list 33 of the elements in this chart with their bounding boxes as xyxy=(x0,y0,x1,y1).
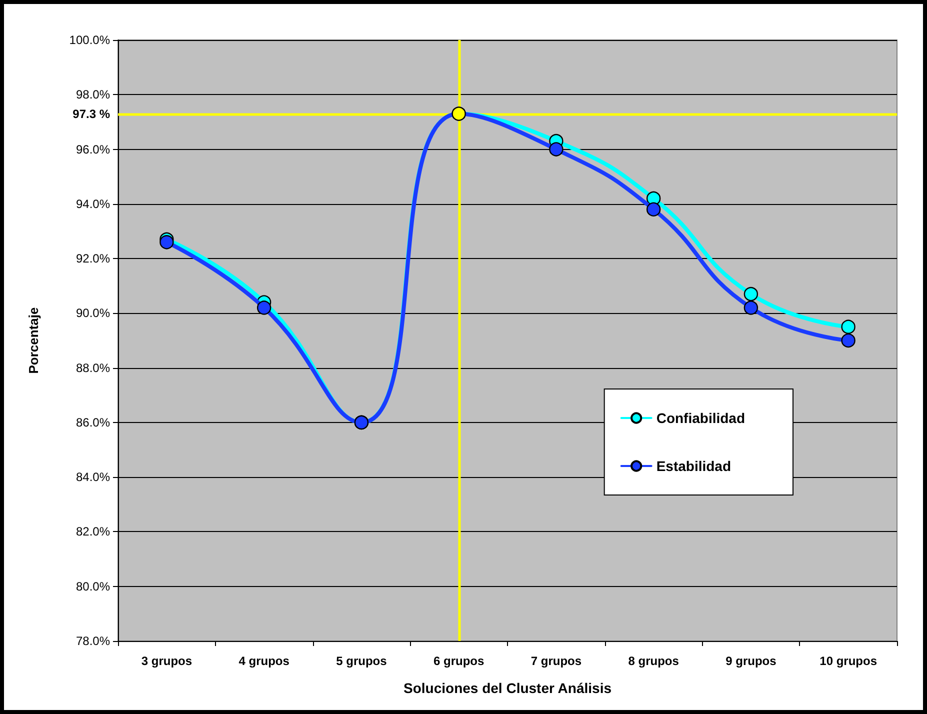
y-tick-label: 96.0% xyxy=(76,142,110,156)
legend-label: Estabilidad xyxy=(656,458,732,474)
y-tick-label: 80.0% xyxy=(76,579,110,594)
x-tick-label: 6 grupos xyxy=(433,654,484,668)
x-axis-title: Soluciones del Cluster Análisis xyxy=(404,680,612,696)
x-tick-label: 10 grupos xyxy=(820,654,878,668)
y-tick-label: 94.0% xyxy=(76,196,110,211)
point xyxy=(256,300,272,315)
y-tick-label: 78.0% xyxy=(76,634,110,648)
x-tick-label: 3 grupos xyxy=(141,654,192,668)
y-tick-label: 88.0% xyxy=(76,360,110,375)
y-tick-label: 90.0% xyxy=(76,306,110,320)
legend-label: Confiabilidad xyxy=(656,410,746,426)
point xyxy=(549,142,564,156)
x-tick-label: 9 grupos xyxy=(726,654,777,668)
x-tick-label: 7 grupos xyxy=(530,654,582,668)
point xyxy=(744,300,758,315)
y-tick-label: 92.0% xyxy=(76,252,110,266)
y-tick-label: 86.0% xyxy=(76,415,110,430)
x-tick-label: 4 grupos xyxy=(238,654,290,668)
y-tick-label: 100.0% xyxy=(69,33,110,47)
point xyxy=(841,333,856,348)
y-tick-label: 82.0% xyxy=(76,524,110,539)
y-tick-label: 84.0% xyxy=(76,470,110,484)
x-tick-label: 5 grupos xyxy=(336,654,388,668)
x-tick-label: 8 grupos xyxy=(628,654,680,668)
y-tick-label: 98.0% xyxy=(76,88,110,102)
point xyxy=(646,202,661,216)
point xyxy=(744,286,758,302)
point xyxy=(841,320,856,334)
y-axis-title: Porcentaje xyxy=(26,307,41,374)
ref-line-label: 97.3 % xyxy=(72,106,110,121)
point xyxy=(160,235,174,250)
